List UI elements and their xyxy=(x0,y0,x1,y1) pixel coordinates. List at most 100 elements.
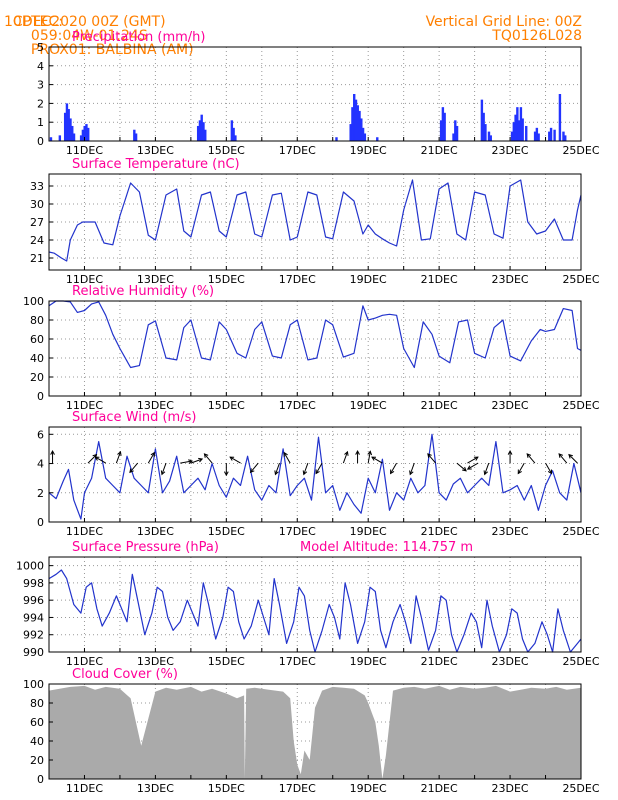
precip-bar xyxy=(81,129,85,141)
wind-arrow xyxy=(129,462,139,474)
wind-arrow xyxy=(483,462,490,476)
precip-bar xyxy=(516,107,519,141)
x-tick-label: 21DEC xyxy=(421,273,458,286)
precip-bar xyxy=(79,135,83,141)
x-tick-label: 11DEC xyxy=(66,655,103,668)
x-tick-label: 19DEC xyxy=(350,782,387,795)
precip-bar xyxy=(514,114,517,141)
x-tick-label: 17DEC xyxy=(279,399,316,412)
precip-bar xyxy=(562,131,565,141)
y-tick-label: 996 xyxy=(23,594,44,607)
panel-title: Precipitation (mm/h) xyxy=(72,30,205,45)
precip-bar xyxy=(482,112,485,141)
panel-frame xyxy=(48,46,582,142)
y-tick-label: 5 xyxy=(37,41,44,54)
panel-3: 11DEC 13DEC 15DEC 17DEC 19DEC 21DEC 23DEC 25DEC… xyxy=(37,410,600,538)
precip-bar xyxy=(200,114,203,141)
precip-bar xyxy=(480,99,484,141)
x-tick-label: 17DEC xyxy=(279,144,316,157)
x-tick-label: 11DEC xyxy=(66,273,103,286)
y-tick-label: 20 xyxy=(30,371,44,384)
wind-arrow xyxy=(467,456,479,464)
precip-bar xyxy=(455,125,459,141)
y-tick-label: 40 xyxy=(30,735,44,748)
y-tick-label: 60 xyxy=(30,716,44,729)
x-tick-label: 17DEC xyxy=(279,525,316,538)
header-coords: 059:04W-01:24S xyxy=(30,28,148,44)
y-tick-label: 100 xyxy=(23,678,44,691)
series-line xyxy=(48,300,582,369)
wind-arrow xyxy=(223,463,229,477)
precip-bar xyxy=(72,133,76,141)
precip-bar xyxy=(517,120,521,141)
y-tick-label: 27 xyxy=(30,216,44,229)
x-tick-label: 13DEC xyxy=(137,399,174,412)
y-tick-label: 4 xyxy=(37,458,44,471)
precip-bar xyxy=(443,112,446,141)
x-tick-label: 15DEC xyxy=(208,525,245,538)
x-tick-label: 23DEC xyxy=(492,782,529,795)
y-tick-label: 40 xyxy=(30,352,44,365)
wind-arrow xyxy=(371,456,383,464)
precip-bar xyxy=(535,127,539,141)
x-tick-label: 21DEC xyxy=(421,399,458,412)
x-tick-label: 23DEC xyxy=(492,399,529,412)
wind-arrow xyxy=(203,453,213,464)
wind-arrow xyxy=(229,456,241,464)
precip-bar xyxy=(83,125,86,141)
wind-arrow xyxy=(342,450,349,464)
panel-frame xyxy=(48,426,582,523)
y-tick-label: 80 xyxy=(30,314,44,327)
cloud-area xyxy=(49,685,581,779)
y-tick-label: 60 xyxy=(30,333,44,346)
precip-bar xyxy=(441,107,445,141)
x-tick-label: 13DEC xyxy=(137,525,174,538)
precip-bar xyxy=(335,137,338,141)
wind-arrow xyxy=(115,450,122,464)
precip-bar xyxy=(58,135,62,141)
y-tick-label: 2 xyxy=(37,487,44,500)
wind-arrow xyxy=(456,462,467,472)
series-line xyxy=(48,569,582,653)
wind-arrow xyxy=(507,450,513,464)
header-date: 10DEC2020 00Z (GMT) xyxy=(4,14,166,30)
x-tick-label: 23DEC xyxy=(492,144,529,157)
header-source: CPTEC: xyxy=(12,14,64,30)
x-tick-label: 21DEC xyxy=(421,144,458,157)
precip-bar xyxy=(439,120,443,141)
precip-bar xyxy=(133,129,136,141)
precip-bar xyxy=(67,109,70,141)
y-tick-label: 0 xyxy=(37,773,44,786)
panel-frame xyxy=(48,300,582,397)
x-tick-label: 23DEC xyxy=(492,525,529,538)
x-tick-label: 25DEC xyxy=(562,273,599,286)
x-tick-label: 13DEC xyxy=(137,273,174,286)
y-tick-label: 990 xyxy=(23,646,44,659)
precip-bar xyxy=(230,120,234,141)
x-tick-label: 15DEC xyxy=(208,273,245,286)
precip-bar xyxy=(361,127,365,141)
wind-arrow xyxy=(427,453,436,464)
x-tick-label: 25DEC xyxy=(562,655,599,668)
wind-arrow xyxy=(180,459,194,464)
x-tick-label: 15DEC xyxy=(208,655,245,668)
wind-arrow xyxy=(274,462,281,476)
wind-arrow xyxy=(94,456,106,464)
precip-bar xyxy=(349,124,352,141)
y-tick-label: 2 xyxy=(37,97,44,110)
wind-arrow xyxy=(390,462,398,475)
x-tick-label: 19DEC xyxy=(350,273,387,286)
y-tick-label: 1 xyxy=(37,116,44,129)
precip-bar xyxy=(537,133,540,141)
precip-bar xyxy=(49,137,53,141)
precip-bar xyxy=(202,122,205,141)
panel-title: Surface Pressure (hPa) xyxy=(72,540,219,555)
wind-arrow xyxy=(568,453,578,464)
precip-bar xyxy=(558,94,562,141)
wind-arrow xyxy=(558,453,568,464)
x-tick-label: 17DEC xyxy=(279,782,316,795)
panel-4: 11DEC 13DEC 15DEC 17DEC 19DEC 21DEC 23DEC 25DEC… xyxy=(16,540,600,668)
wind-arrow xyxy=(302,462,309,476)
precip-bar xyxy=(87,127,90,141)
